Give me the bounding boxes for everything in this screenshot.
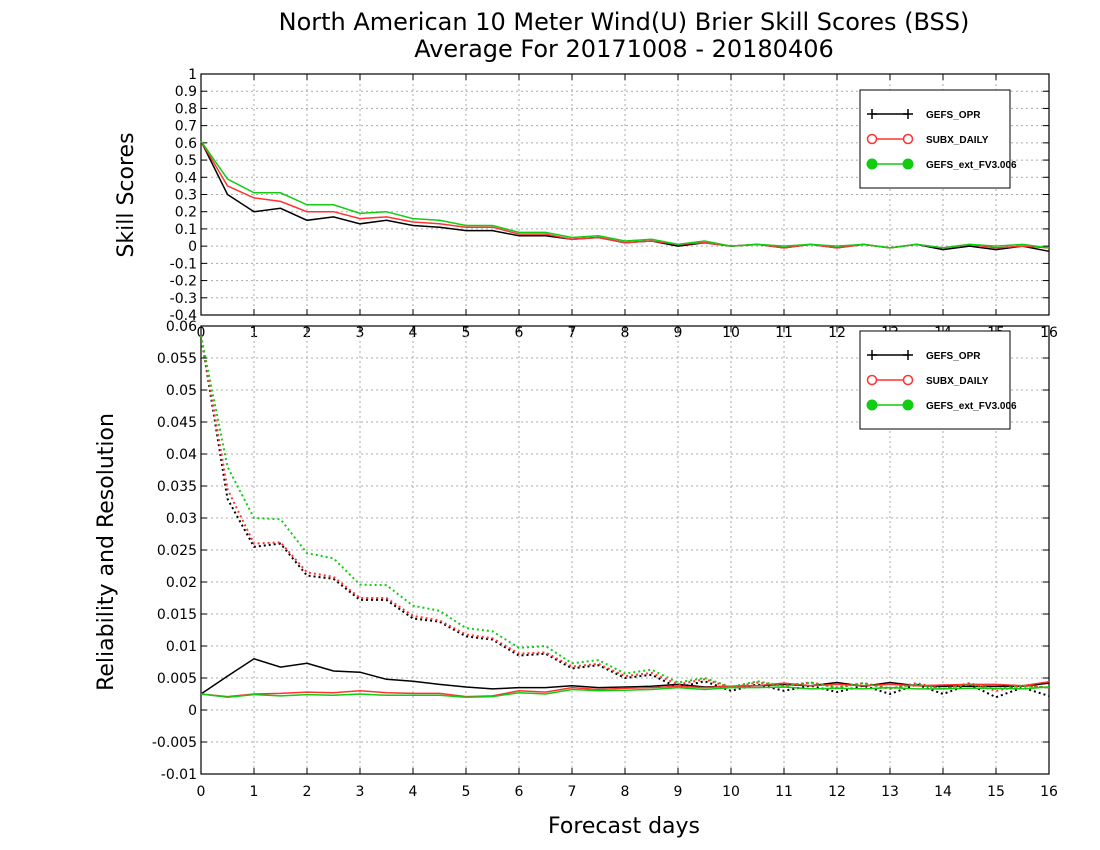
x-axis-label: Forecast days bbox=[548, 814, 700, 839]
y-tick-label: 0.01 bbox=[166, 639, 197, 655]
y-tick-label: 0.055 bbox=[157, 351, 197, 367]
legend-marker-open-circle bbox=[866, 374, 878, 386]
x-tick-label: 7 bbox=[568, 784, 577, 800]
y-tick-label: -0.01 bbox=[161, 767, 197, 783]
x-tick-label: 4 bbox=[409, 784, 418, 800]
series-line-GEFS_ext_FV3.006-resolution bbox=[200, 335, 1050, 690]
legend-label: GEFS_OPR bbox=[926, 110, 981, 121]
y-axis-label-skill: Skill Scores bbox=[114, 132, 139, 257]
legend: GEFS_OPR SUBX_DAILY GEFS_ext_FV3.006 bbox=[859, 330, 1017, 430]
x-tick-label: 16 bbox=[1040, 784, 1058, 800]
y-tick-label: 0.6 bbox=[175, 136, 197, 152]
y-tick-label: 0.3 bbox=[175, 188, 197, 204]
series-line-SUBX_DAILY-resolution bbox=[200, 335, 1050, 692]
y-tick-label: 0 bbox=[188, 703, 197, 719]
y-tick-label: -0.3 bbox=[170, 291, 197, 307]
y-tick-label: 0.045 bbox=[157, 415, 197, 431]
y-tick-label: 0.015 bbox=[157, 607, 197, 623]
x-tick-label: 6 bbox=[515, 784, 524, 800]
legend-marker-filled-circle bbox=[866, 158, 878, 170]
legend-label: GEFS_ext_FV3.006 bbox=[926, 401, 1017, 412]
y-tick-label: 0.1 bbox=[175, 222, 197, 238]
x-tick-label: 8 bbox=[621, 784, 630, 800]
legend-marker-filled-circle bbox=[902, 158, 914, 170]
legend-marker-filled-circle bbox=[866, 399, 878, 411]
legend-label: SUBX_DAILY bbox=[926, 376, 989, 387]
y-tick-label: 0.5 bbox=[175, 153, 197, 169]
series-line-GEFS_ext_FV3.006 bbox=[200, 140, 1050, 249]
y-tick-label: 0.005 bbox=[157, 671, 197, 687]
x-tick-label: 5 bbox=[462, 784, 471, 800]
y-tick-label: -0.4 bbox=[170, 308, 197, 324]
series-line-SUBX_DAILY-reliability bbox=[200, 681, 1050, 698]
x-tick-label: 15 bbox=[987, 784, 1005, 800]
y-tick-label: 0.03 bbox=[166, 511, 197, 527]
legend-label: GEFS_ext_FV3.006 bbox=[926, 160, 1017, 171]
y-tick-label: 0.8 bbox=[175, 101, 197, 117]
chart-title-line2: Average For 20171008 - 20180406 bbox=[414, 35, 834, 63]
legend-marker-filled-circle bbox=[902, 399, 914, 411]
y-tick-label: 0.06 bbox=[166, 319, 197, 335]
series-line-GEFS_ext_FV3.006-reliability bbox=[200, 686, 1050, 698]
legend-label: SUBX_DAILY bbox=[926, 135, 989, 146]
y-tick-label: 0 bbox=[188, 239, 197, 255]
legend: GEFS_OPR SUBX_DAILY GEFS_ext_FV3.006 bbox=[859, 89, 1017, 189]
x-tick-label: 1 bbox=[250, 784, 259, 800]
y-tick-label: -0.2 bbox=[170, 274, 197, 290]
x-tick-label: 11 bbox=[775, 784, 793, 800]
y-tick-label: -0.005 bbox=[152, 735, 197, 751]
x-tick-label: 10 bbox=[722, 784, 740, 800]
y-tick-label: 0.025 bbox=[157, 543, 197, 559]
y-tick-label: 0.035 bbox=[157, 479, 197, 495]
y-tick-label: 0.2 bbox=[175, 205, 197, 221]
legend-label: GEFS_OPR bbox=[926, 351, 981, 362]
y-tick-label: 0.05 bbox=[166, 383, 197, 399]
y-tick-label: 0.9 bbox=[175, 84, 197, 100]
x-tick-label: 13 bbox=[881, 784, 899, 800]
legend-marker-open-circle bbox=[866, 133, 878, 145]
y-tick-label: 1 bbox=[188, 67, 197, 83]
x-tick-label: 9 bbox=[674, 784, 683, 800]
series-line-GEFS_OPR-resolution bbox=[200, 335, 1050, 699]
legend-marker-open-circle bbox=[902, 133, 914, 145]
skill-scores-panel: -0.4-0.3-0.2 -0.100.10.20.3 0.40.50.60.7 0.… bbox=[170, 67, 1058, 341]
x-tick-label: 2 bbox=[303, 784, 312, 800]
reliability-resolution-panel: -0.01 -0.005 0 0.005 0.01 0.015 0.02 0.025 0.03 0… bbox=[152, 319, 1058, 800]
y-tick-label: -0.1 bbox=[170, 256, 197, 272]
x-tick-label: 14 bbox=[934, 784, 952, 800]
y-tick-label: 0.4 bbox=[175, 170, 197, 186]
y-tick-label: 0.04 bbox=[166, 447, 197, 463]
y-axis-label-reliability: Reliability and Resolution bbox=[94, 413, 119, 691]
chart-title-line1: North American 10 Meter Wind(U) Brier Sk… bbox=[279, 8, 970, 36]
y-tick-label: 0.02 bbox=[166, 575, 197, 591]
x-tick-label: 3 bbox=[356, 784, 365, 800]
y-tick-label: 0.7 bbox=[175, 119, 197, 135]
legend-marker-open-circle bbox=[902, 374, 914, 386]
x-tick-label: 12 bbox=[828, 784, 846, 800]
x-tick-label: 0 bbox=[197, 784, 206, 800]
